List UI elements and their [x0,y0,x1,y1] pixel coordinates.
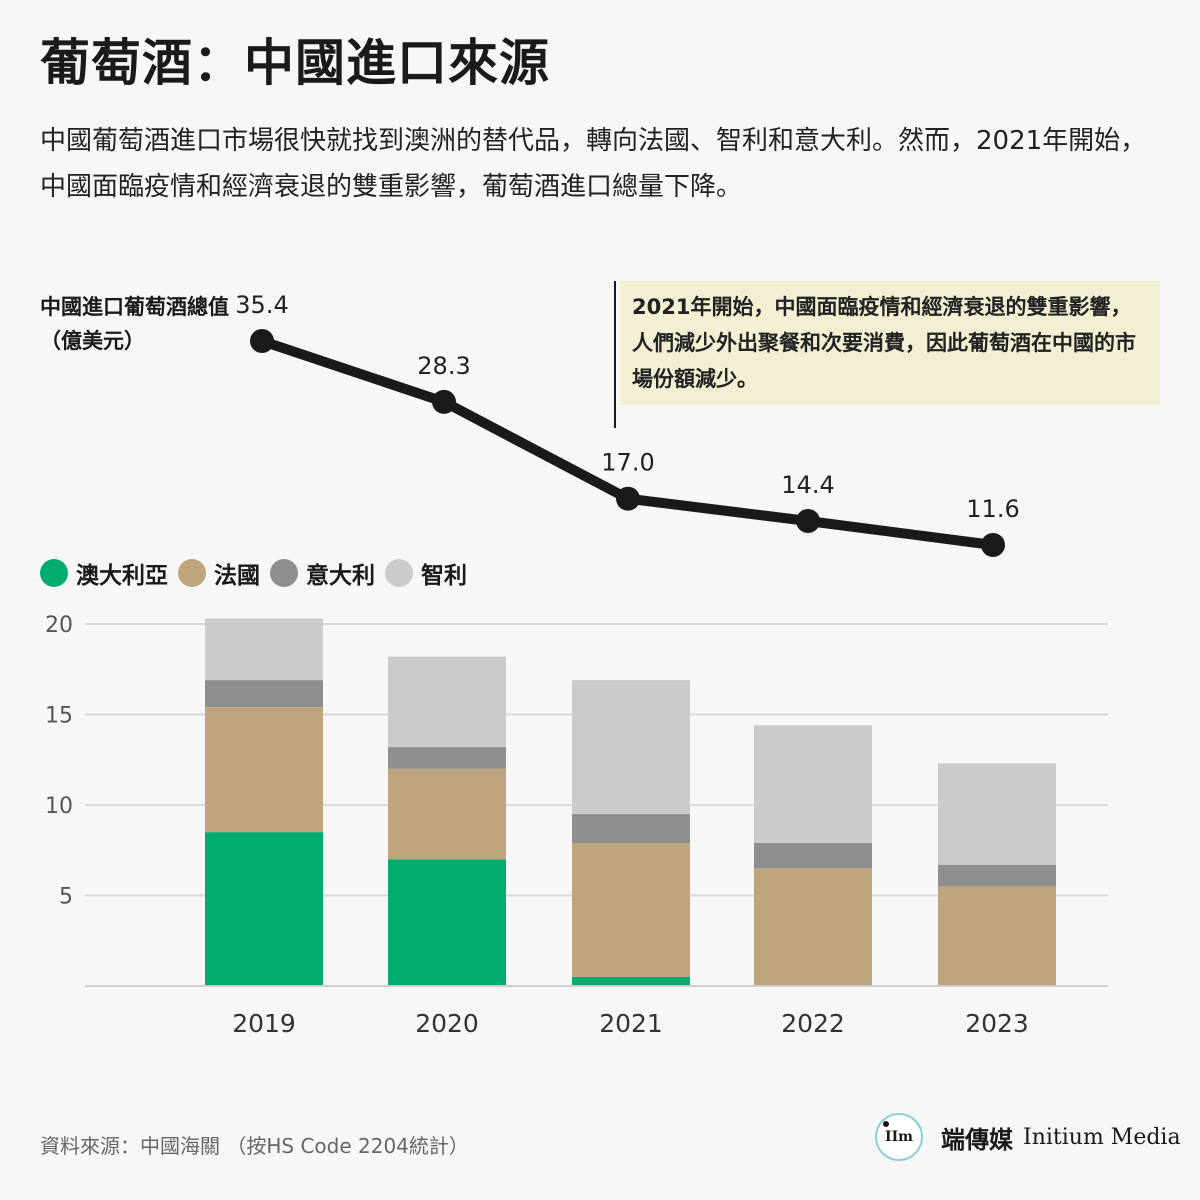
legend-label: 智利 [421,563,467,589]
source-note: 資料來源：中國海關 （按HS Code 2204統計） [40,1134,469,1158]
x-tick-label: 2020 [415,1009,479,1038]
y-tick-label: 20 [45,613,73,638]
bar-segment [388,656,506,748]
line-point [616,486,640,511]
bar-segment [938,864,1056,887]
line-point [250,329,274,353]
data-label: 28.3 [417,352,470,380]
bar-segment [205,618,323,681]
chart-title: 葡萄酒：中國進口來源 [40,34,550,92]
annotation-rule [614,281,616,428]
data-label: 17.0 [601,449,654,477]
bar-segment [205,707,323,833]
bar-segment [388,859,506,986]
brand-name-cn: 端傳媒 [941,1124,1013,1154]
legend-swatch [385,559,413,587]
brand-name-en: Initium Media [1023,1124,1181,1150]
legend-item-chile: 智利 [385,556,467,590]
bar-segment [754,725,872,844]
bar-segment [205,832,323,986]
x-tick-label: 2019 [232,1009,296,1038]
bar-segment [938,763,1056,865]
y-tick-label: 10 [45,794,73,819]
data-label: 35.4 [235,291,288,319]
initium-logo-icon: IIm [875,1113,923,1161]
logo-text: IIm [885,1129,913,1145]
data-label: 11.6 [966,495,1019,523]
bar-segment [388,768,506,860]
bar-segment [572,814,690,844]
bar-segment [205,680,323,708]
x-tick-label: 2023 [965,1009,1029,1038]
bar-segment [572,976,690,986]
chart-subtitle: 中國葡萄酒進口市場很快就找到澳洲的替代品，轉向法國、智利和意大利。然而，2021… [40,126,1147,202]
y-tick-label: 5 [59,885,73,910]
legend-item-australia: 澳大利亞 [40,556,168,590]
legend-item-italy: 意大利 [270,556,375,590]
bar-segment [388,747,506,769]
data-label: 14.4 [781,471,834,499]
legend-label: 法國 [214,563,260,589]
bar-segment [754,843,872,869]
line-series [257,336,998,550]
legend-swatch [270,559,298,587]
legend-swatch [178,559,206,587]
legend-item-france: 法國 [178,556,260,590]
legend-label: 意大利 [306,563,375,589]
line-point [981,533,1005,557]
legend: 澳大利亞 法國 意大利 智利 [40,556,477,590]
line-point [796,509,820,533]
bar-segment [754,868,872,986]
x-tick-label: 2022 [781,1009,845,1038]
y-tick-label: 15 [45,704,73,729]
bar-segment [572,680,690,815]
bar-segment [938,886,1056,986]
logo-dot [883,1121,889,1127]
legend-swatch [40,559,68,587]
annotation-box: 2021年開始，中國面臨疫情和經濟衰退的雙重影響，人們減少外出聚餐和次要消費，因… [620,281,1160,405]
bar-segment [572,843,690,977]
line-series-label: 中國進口葡萄酒總值（億美元） [40,295,229,353]
line-point [432,389,456,414]
brand: IIm 端傳媒 Initium Media [875,1113,1181,1161]
legend-label: 澳大利亞 [76,563,168,589]
x-tick-label: 2021 [599,1009,663,1038]
